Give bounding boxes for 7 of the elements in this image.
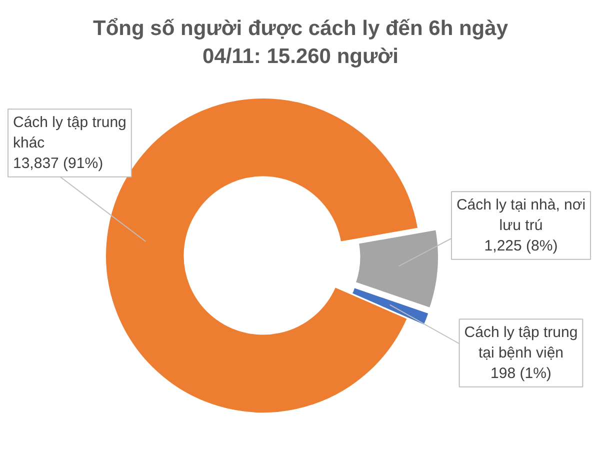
data-label: 1,225 (8%): [484, 237, 558, 254]
slice-label: Cách ly tập trung tại bệnh viện: [464, 324, 578, 362]
data-label: 13,837 (91%): [13, 154, 104, 172]
chart-title: Tổng số người được cách ly đến 6h ngày 04/11: 15.260 người: [93, 17, 508, 68]
slice-label: Cách ly tại nhà, nơi lưu trú: [456, 196, 586, 234]
slice-label: Cách ly tập trung khác: [13, 114, 126, 152]
data-label: 198 (1%): [490, 364, 552, 382]
